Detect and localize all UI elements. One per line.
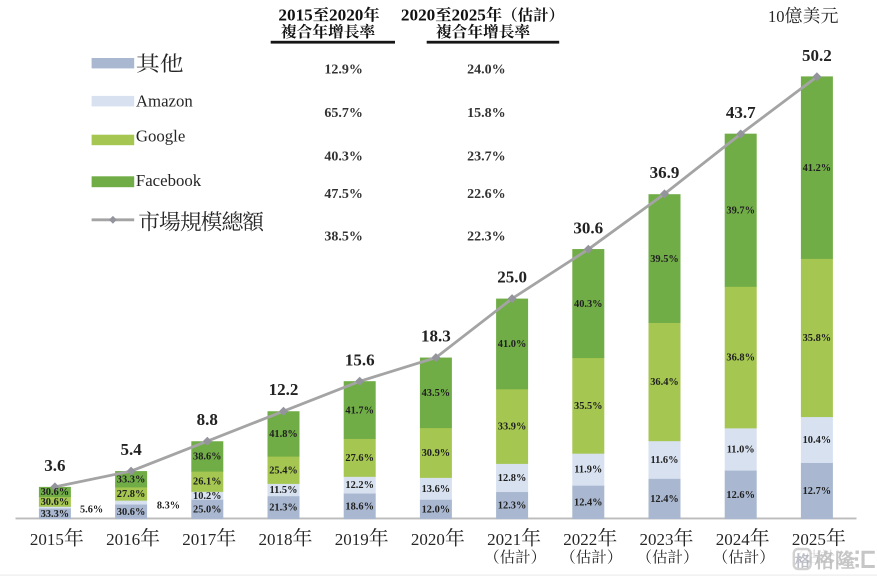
svg-text:2017: 2017 (182, 530, 217, 549)
svg-text:33.3%: 33.3% (117, 475, 146, 486)
svg-text:50.2: 50.2 (802, 46, 832, 65)
svg-text:11.6%: 11.6% (650, 455, 678, 466)
svg-text:25.0: 25.0 (497, 268, 527, 287)
svg-text:12.2: 12.2 (269, 380, 299, 399)
svg-text:24.0%: 24.0% (467, 63, 506, 78)
svg-text:12.3%: 12.3% (498, 501, 527, 512)
svg-text:2015: 2015 (30, 530, 64, 549)
svg-text:38.6%: 38.6% (193, 452, 222, 463)
svg-text:12.4%: 12.4% (574, 497, 603, 508)
svg-text:8.3%: 8.3% (157, 501, 180, 512)
svg-text:2023: 2023 (640, 530, 674, 549)
svg-text:21.3%: 21.3% (269, 503, 298, 514)
svg-text:2021: 2021 (487, 530, 521, 549)
svg-text:35.5%: 35.5% (574, 401, 603, 412)
svg-text:2016: 2016 (106, 530, 140, 549)
svg-text:10: 10 (768, 7, 785, 26)
svg-text:41.8%: 41.8% (269, 429, 298, 440)
svg-text:2020: 2020 (411, 530, 445, 549)
svg-text:2018: 2018 (259, 530, 293, 549)
svg-text:43.5%: 43.5% (422, 388, 451, 399)
svg-text:11.0%: 11.0% (727, 445, 755, 456)
svg-text:15.6: 15.6 (345, 350, 375, 369)
svg-text:23.7%: 23.7% (467, 150, 506, 165)
svg-text:30.6%: 30.6% (117, 507, 146, 518)
svg-text:Facebook: Facebook (136, 171, 202, 190)
svg-text:40.3%: 40.3% (574, 299, 603, 310)
svg-text:12.7%: 12.7% (803, 486, 832, 497)
svg-text:8.8: 8.8 (197, 410, 218, 429)
svg-text:30.9%: 30.9% (422, 448, 451, 459)
svg-text:10.2%: 10.2% (193, 491, 222, 502)
svg-text:33.3%: 33.3% (41, 509, 70, 520)
svg-text:22.3%: 22.3% (467, 230, 506, 245)
svg-text:39.7%: 39.7% (726, 206, 755, 217)
svg-text:22.6%: 22.6% (467, 187, 506, 202)
svg-text:12.9%: 12.9% (324, 63, 363, 78)
svg-text:12.0%: 12.0% (422, 504, 451, 515)
svg-text:36.9: 36.9 (650, 163, 680, 182)
svg-text:Google: Google (136, 127, 185, 146)
svg-text:2025: 2025 (792, 530, 826, 549)
svg-text:15.8%: 15.8% (467, 106, 506, 121)
svg-text:25.0%: 25.0% (193, 504, 222, 515)
svg-text:41.7%: 41.7% (345, 405, 374, 416)
svg-text:5.4: 5.4 (120, 440, 142, 459)
svg-text:40.3%: 40.3% (324, 150, 363, 165)
svg-text:33.9%: 33.9% (498, 422, 527, 433)
svg-text:2024: 2024 (716, 530, 751, 549)
svg-text:10.4%: 10.4% (803, 435, 832, 446)
svg-text:12.4%: 12.4% (650, 494, 679, 505)
svg-text:41.0%: 41.0% (498, 339, 527, 350)
svg-text:12.8%: 12.8% (498, 473, 527, 484)
svg-text:65.7%: 65.7% (324, 106, 363, 121)
svg-text:26.1%: 26.1% (193, 477, 222, 488)
svg-text:12.6%: 12.6% (726, 490, 755, 501)
svg-text:35.8%: 35.8% (803, 333, 832, 344)
svg-text:2022: 2022 (563, 530, 597, 549)
svg-text:13.6%: 13.6% (422, 484, 451, 495)
svg-text:30.6%: 30.6% (41, 497, 70, 508)
svg-text:11.9%: 11.9% (574, 465, 602, 476)
svg-text:11.5%: 11.5% (269, 485, 297, 496)
svg-text:30.6: 30.6 (573, 218, 603, 237)
svg-text:18.6%: 18.6% (345, 501, 374, 512)
svg-text:47.5%: 47.5% (324, 187, 363, 202)
svg-text:43.7: 43.7 (726, 103, 756, 122)
svg-text:5.6%: 5.6% (80, 505, 103, 516)
svg-text:3.6: 3.6 (44, 456, 65, 475)
svg-text:38.5%: 38.5% (324, 230, 363, 245)
svg-text:2020: 2020 (329, 6, 363, 25)
svg-text:18.3: 18.3 (421, 327, 451, 346)
svg-text:2025: 2025 (452, 6, 486, 25)
svg-text:2019: 2019 (335, 530, 369, 549)
svg-text:41.2%: 41.2% (803, 163, 832, 174)
svg-text:12.2%: 12.2% (345, 480, 374, 491)
svg-text:27.8%: 27.8% (117, 489, 146, 500)
svg-text:36.8%: 36.8% (726, 353, 755, 364)
svg-text:39.5%: 39.5% (650, 254, 679, 265)
svg-text:27.6%: 27.6% (345, 453, 374, 464)
svg-text:25.4%: 25.4% (269, 465, 298, 476)
svg-text:36.4%: 36.4% (650, 377, 679, 388)
svg-text:2020: 2020 (401, 6, 435, 25)
svg-text:30.6%: 30.6% (41, 487, 70, 498)
svg-text:2015: 2015 (278, 6, 312, 25)
svg-text:Amazon: Amazon (136, 92, 193, 111)
